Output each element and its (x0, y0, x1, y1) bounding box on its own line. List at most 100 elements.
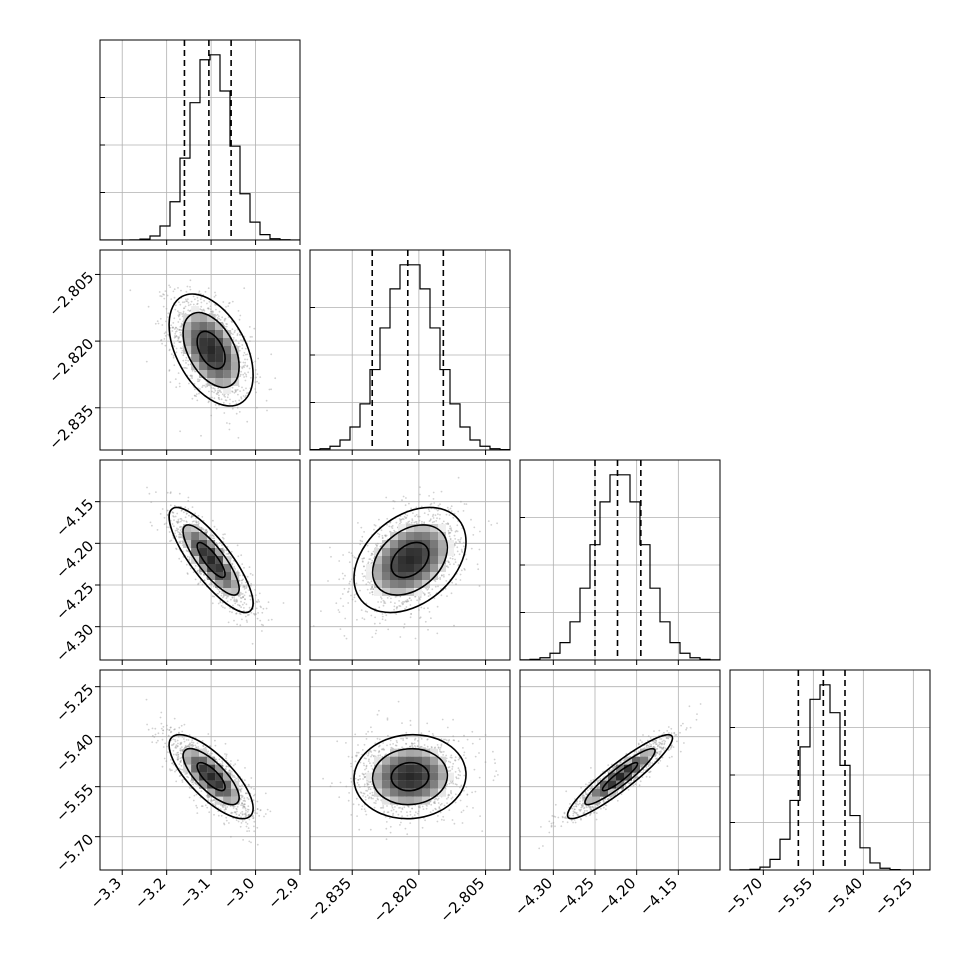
scatter-point (221, 762, 224, 764)
scatter-point (197, 582, 200, 585)
scatter-point (237, 555, 240, 558)
scatter-point (210, 799, 213, 801)
scatter-point (179, 331, 182, 334)
scatter-point (232, 776, 234, 778)
scatter-point (439, 503, 441, 506)
scatter-point (187, 558, 190, 561)
scatter-point (355, 582, 358, 585)
scatter-point (270, 618, 273, 621)
scatter-point (174, 332, 177, 335)
scatter-point (447, 522, 450, 525)
density-cell (414, 556, 422, 564)
scatter-point (450, 527, 452, 530)
scatter-point (165, 522, 168, 525)
scatter-point (193, 394, 196, 397)
scatter-point (173, 317, 176, 320)
scatter-point (176, 522, 179, 524)
density-cell (414, 524, 422, 532)
scatter-point (406, 598, 409, 601)
scatter-point (350, 552, 353, 555)
scatter-point (242, 586, 245, 588)
scatter-point (401, 602, 403, 604)
density-cell (398, 548, 406, 556)
scatter-point (231, 611, 233, 614)
scatter-point (178, 541, 181, 543)
scatter-point (217, 588, 220, 591)
scatter-point (225, 323, 228, 325)
scatter-point (364, 575, 366, 578)
density-cell (191, 354, 200, 362)
density-cell (183, 322, 192, 330)
scatter-point (237, 436, 240, 439)
scatter-point (414, 515, 416, 518)
density-cell (406, 524, 414, 532)
scatter-point (459, 538, 462, 541)
scatter-point (347, 602, 350, 604)
scatter-point (490, 524, 493, 526)
scatter-point (448, 535, 451, 538)
scatter-point (371, 636, 374, 638)
scatter-point (239, 584, 242, 586)
scatter-point (239, 334, 242, 336)
scatter-point (238, 318, 241, 321)
scatter-point (193, 520, 195, 522)
scatter-point (159, 513, 162, 515)
scatter-point (203, 579, 206, 582)
scatter-point (241, 386, 243, 389)
scatter-point (178, 329, 181, 331)
density-cell (398, 540, 406, 548)
scatter-point (244, 396, 247, 398)
scatter-point (251, 642, 254, 645)
scatter-point (189, 567, 192, 570)
contour-0 (196, 330, 226, 370)
scatter-point (248, 840, 251, 843)
scatter-point (456, 546, 459, 549)
scatter-point (168, 348, 171, 351)
scatter-point (259, 619, 262, 622)
scatter-point (181, 750, 184, 753)
scatter-point (179, 341, 182, 343)
scatter-point (187, 304, 190, 307)
scatter-point (234, 400, 237, 402)
scatter-point (404, 504, 407, 507)
density-cell (438, 556, 446, 564)
scatter-point (450, 592, 453, 595)
scatter-point (415, 506, 418, 509)
density-cell (207, 378, 216, 386)
scatter-point (365, 602, 368, 605)
scatter-point (179, 318, 181, 321)
scatter-point (199, 571, 201, 574)
density-cell (406, 532, 414, 540)
scatter-point (405, 601, 408, 603)
scatter-point (227, 595, 230, 598)
panel-2-0: −4.30−4.25−4.20−4.15 (52, 459, 301, 666)
scatter-point (229, 770, 232, 772)
scatter-point (236, 406, 239, 409)
panel-frame (309, 459, 511, 661)
scatter-point (216, 587, 219, 590)
scatter-point (192, 781, 194, 784)
density-cell (422, 524, 430, 532)
scatter-point (228, 422, 231, 425)
scatter-point (255, 607, 258, 610)
scatter-point (151, 524, 153, 527)
scatter-point (180, 517, 183, 520)
scatter-point (172, 515, 175, 517)
scatter-point (363, 618, 366, 621)
scatter-point (234, 329, 236, 332)
scatter-point (190, 744, 193, 747)
scatter-point (404, 608, 406, 610)
scatter-point (359, 543, 362, 546)
density-cell (223, 354, 232, 362)
scatter-point (228, 402, 231, 405)
scatter-point (435, 520, 438, 522)
scatter-point (381, 615, 384, 618)
scatter-point (210, 583, 213, 585)
scatter-point (173, 515, 175, 518)
scatter-point (392, 507, 395, 510)
scatter-point (457, 510, 460, 513)
scatter-point (231, 597, 234, 599)
scatter-point (172, 511, 175, 514)
scatter-point (452, 516, 455, 519)
scatter-point (167, 312, 170, 315)
